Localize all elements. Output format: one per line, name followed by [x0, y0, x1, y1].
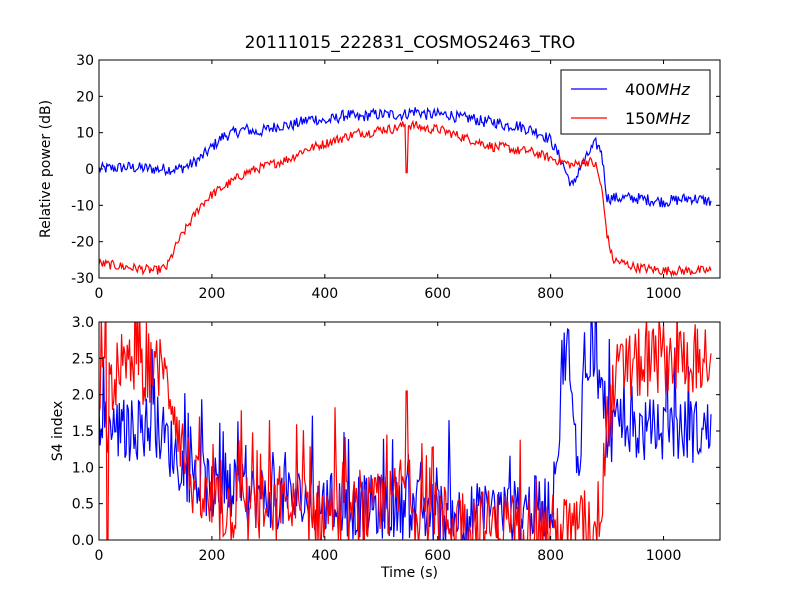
y-tick-label: 0.0 — [72, 533, 94, 549]
y-tick-label: 3.0 — [72, 315, 94, 331]
legend-label: 150MHz — [625, 109, 690, 128]
y-tick-label: 30 — [76, 53, 94, 69]
y-tick-label: 2.0 — [72, 388, 94, 404]
y-axis-label: Relative power (dB) — [38, 100, 54, 238]
power-subplot: 0 200 400 600 800 1000 -30 -20 -10 0 10 20 30 Relativ… — [38, 53, 721, 302]
y-tick-label: 2.5 — [72, 351, 94, 367]
plot-area — [99, 106, 712, 278]
x-axis-label: Time (s) — [380, 565, 438, 581]
x-tick-label: 1000 — [646, 548, 682, 564]
y-tick-label: 10 — [76, 126, 94, 142]
y-tick-label: 1.0 — [72, 460, 94, 476]
x-tick-label: 800 — [537, 286, 564, 302]
x-tick-label: 800 — [537, 548, 564, 564]
y-tick-label: 0 — [85, 162, 94, 178]
x-tick-label: 600 — [424, 286, 451, 302]
figure-title: 20111015_222831_COSMOS2463_TRO — [245, 33, 576, 53]
y-tick-label: 1.5 — [72, 424, 94, 440]
y-axis-label: S4 index — [50, 401, 66, 462]
plot-area — [99, 322, 712, 540]
x-tick-label: 400 — [311, 548, 338, 564]
legend-box — [560, 69, 711, 135]
y-tick-label: -30 — [71, 271, 94, 287]
x-tick-label: 600 — [424, 548, 451, 564]
series-line-400mhz — [99, 106, 712, 208]
y-tick-label: -20 — [71, 235, 94, 251]
series-line-150mhz — [99, 119, 712, 278]
y-tick-label: 0.5 — [72, 497, 94, 513]
legend-label: 400MHz — [625, 80, 690, 99]
y-tick-label: -10 — [71, 198, 94, 214]
s4-subplot: 0 200 400 600 800 1000 0.0 0.5 1.0 1.5 2.0 2.5 3.0 S4… — [50, 315, 721, 581]
x-tick-label: 0 — [95, 548, 104, 564]
y-tick-label: 20 — [76, 89, 94, 105]
x-tick-label: 400 — [311, 286, 338, 302]
legend: 400MHz 150MHz — [560, 69, 711, 135]
series-line-150mhz — [99, 322, 712, 540]
x-tick-label: 0 — [95, 286, 104, 302]
series-line-400mhz — [99, 322, 712, 540]
x-tick-label: 200 — [199, 548, 226, 564]
x-tick-label: 200 — [199, 286, 226, 302]
x-tick-label: 1000 — [646, 286, 682, 302]
